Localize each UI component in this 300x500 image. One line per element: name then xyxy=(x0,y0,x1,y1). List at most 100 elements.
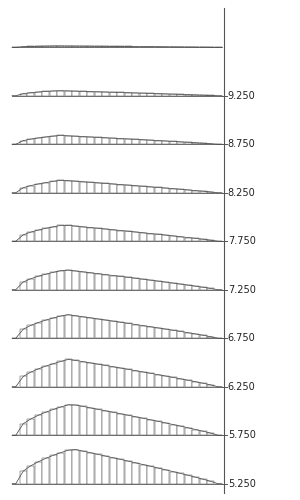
Bar xyxy=(110,412,117,436)
Bar xyxy=(200,384,207,387)
Bar xyxy=(117,184,124,193)
Bar xyxy=(162,47,169,48)
Bar xyxy=(170,188,177,193)
Bar xyxy=(185,94,192,96)
Bar xyxy=(185,238,192,242)
Bar xyxy=(117,138,124,144)
Bar xyxy=(72,136,79,144)
Bar xyxy=(110,46,117,48)
Bar xyxy=(72,316,79,338)
Bar xyxy=(27,232,34,241)
Bar xyxy=(117,92,124,96)
Bar xyxy=(20,329,27,338)
Bar xyxy=(125,185,132,193)
Bar xyxy=(132,463,139,484)
Bar xyxy=(87,182,94,193)
Bar xyxy=(192,430,199,436)
Text: 6.750: 6.750 xyxy=(228,334,256,344)
Bar xyxy=(102,92,109,96)
Bar xyxy=(125,416,132,436)
Bar xyxy=(20,424,27,436)
Bar xyxy=(147,327,154,338)
Bar xyxy=(50,456,57,484)
Bar xyxy=(35,369,42,387)
Bar xyxy=(80,136,87,144)
Bar xyxy=(27,466,34,484)
Bar xyxy=(20,282,27,290)
Bar xyxy=(140,279,147,290)
Bar xyxy=(117,46,124,48)
Bar xyxy=(162,282,169,290)
Bar xyxy=(125,139,132,144)
Bar xyxy=(192,478,199,484)
Bar xyxy=(35,416,42,436)
Bar xyxy=(80,182,87,193)
Bar xyxy=(20,235,27,242)
Bar xyxy=(35,92,42,96)
Bar xyxy=(185,190,192,193)
Bar xyxy=(65,180,72,193)
Bar xyxy=(132,140,139,144)
Bar xyxy=(177,426,184,436)
Bar xyxy=(155,281,162,290)
Bar xyxy=(177,379,184,387)
Bar xyxy=(65,360,72,387)
Bar xyxy=(95,454,102,484)
Bar xyxy=(72,360,79,387)
Bar xyxy=(117,276,124,290)
Bar xyxy=(155,188,162,193)
Bar xyxy=(110,184,117,193)
Bar xyxy=(42,274,49,290)
Bar xyxy=(57,136,64,144)
Bar xyxy=(87,228,94,241)
Bar xyxy=(102,229,109,241)
Bar xyxy=(72,181,79,193)
Text: 5.250: 5.250 xyxy=(228,479,256,489)
Bar xyxy=(102,411,109,436)
Bar xyxy=(192,190,199,193)
Bar xyxy=(207,433,214,436)
Bar xyxy=(155,140,162,144)
Bar xyxy=(102,184,109,193)
Bar xyxy=(102,320,109,338)
Bar xyxy=(125,461,132,484)
Bar xyxy=(110,458,117,484)
Bar xyxy=(140,93,147,96)
Bar xyxy=(110,138,117,144)
Bar xyxy=(170,283,177,290)
Bar xyxy=(57,90,64,96)
Bar xyxy=(27,419,34,436)
Bar xyxy=(65,270,72,290)
Bar xyxy=(155,422,162,436)
Bar xyxy=(170,94,177,96)
Bar xyxy=(72,405,79,436)
Bar xyxy=(185,142,192,144)
Bar xyxy=(192,382,199,387)
Bar xyxy=(102,274,109,290)
Bar xyxy=(200,288,207,290)
Bar xyxy=(27,92,34,96)
Bar xyxy=(102,46,109,48)
Bar xyxy=(117,322,124,338)
Bar xyxy=(72,226,79,242)
Bar xyxy=(125,370,132,387)
Bar xyxy=(57,452,64,484)
Bar xyxy=(87,363,94,387)
Bar xyxy=(42,320,49,338)
Bar xyxy=(95,92,102,96)
Bar xyxy=(80,92,87,96)
Bar xyxy=(207,482,214,484)
Bar xyxy=(20,94,27,96)
Bar xyxy=(57,316,64,338)
Bar xyxy=(200,480,207,484)
Bar xyxy=(200,336,207,338)
Bar xyxy=(72,450,79,484)
Bar xyxy=(132,417,139,436)
Bar xyxy=(35,184,42,193)
Bar xyxy=(65,91,72,96)
Bar xyxy=(162,188,169,193)
Bar xyxy=(20,46,27,48)
Bar xyxy=(207,336,214,338)
Bar xyxy=(117,230,124,241)
Bar xyxy=(65,405,72,436)
